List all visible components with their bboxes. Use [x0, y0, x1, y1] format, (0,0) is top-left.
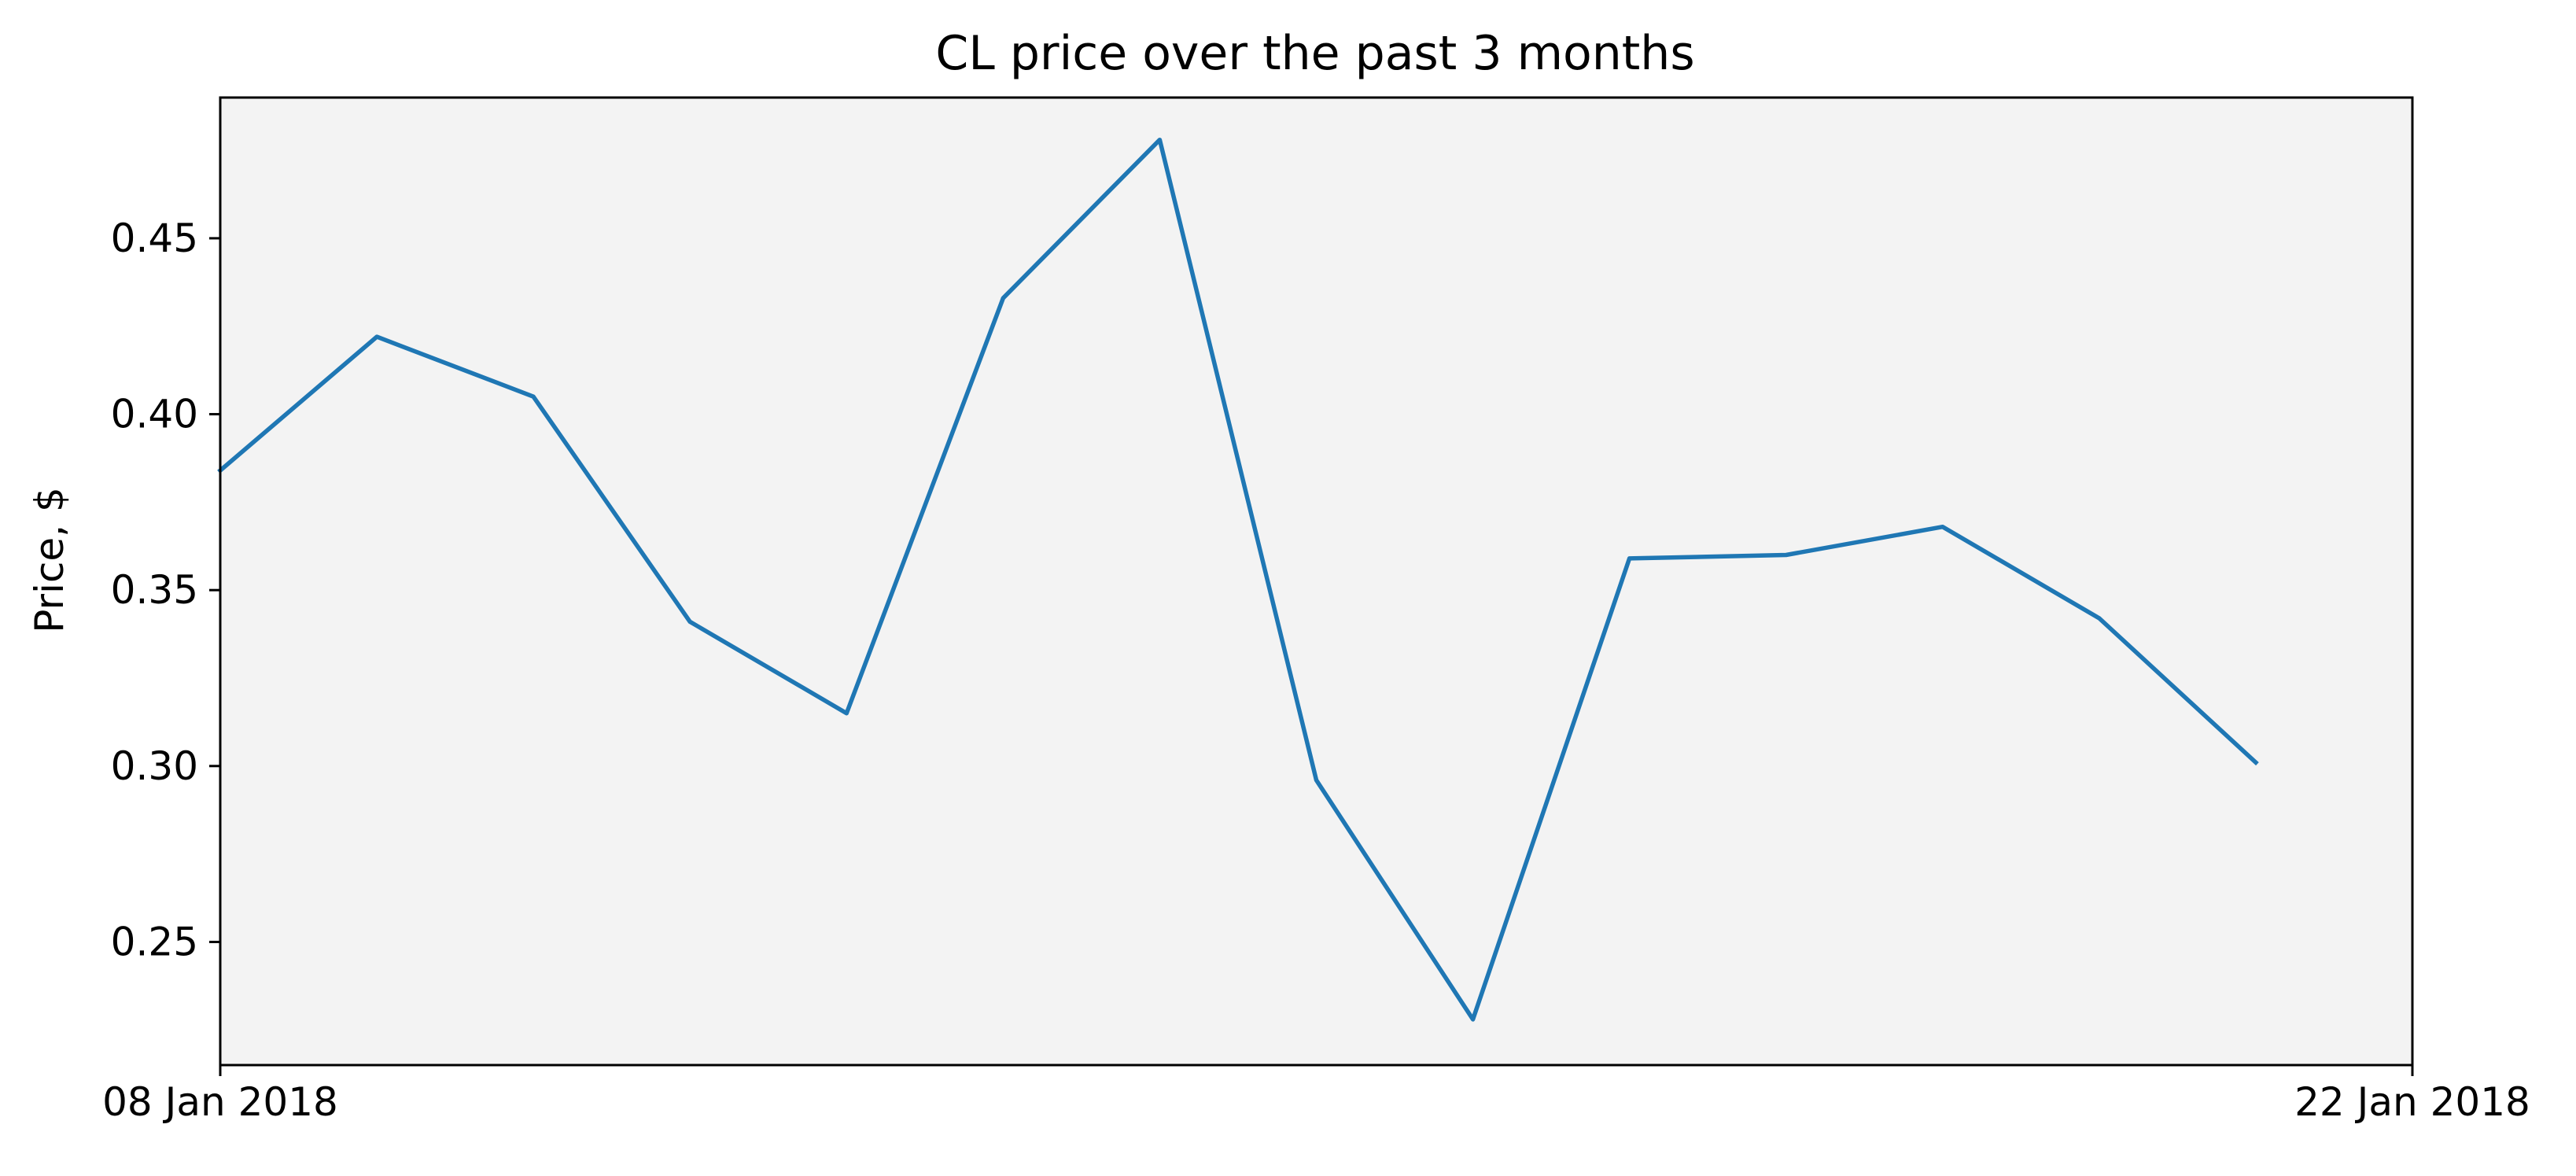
y-tick-label: 0.40: [111, 392, 198, 437]
chart-title: CL price over the past 3 months: [935, 26, 1694, 81]
series-line-0: [217, 137, 2259, 1022]
y-tick-label: 0.45: [111, 216, 198, 261]
y-tick-label: 0.30: [111, 743, 198, 789]
x-tick-label: 08 Jan 2018: [102, 1079, 338, 1125]
y-tick-label: 0.35: [111, 567, 198, 613]
plot-area: [220, 98, 2412, 1065]
y-tick-label: 0.25: [111, 919, 198, 964]
y-axis-label: Price, $: [27, 487, 72, 633]
plot-frame: [219, 96, 2414, 1067]
x-tick-label: 22 Jan 2018: [2294, 1079, 2530, 1125]
